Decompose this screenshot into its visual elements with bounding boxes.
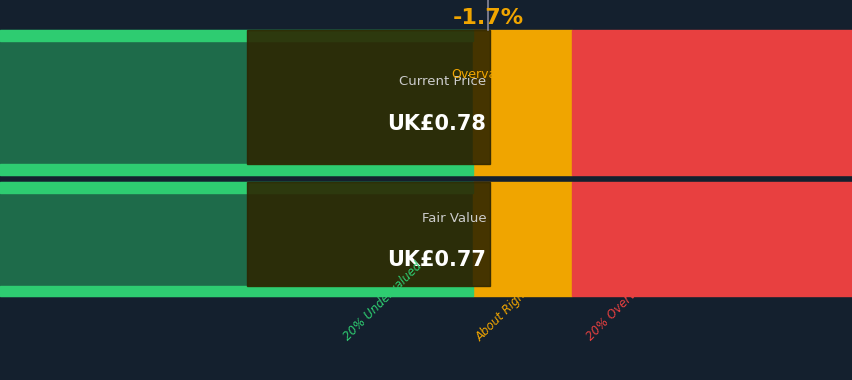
Bar — [571, 182, 852, 296]
Text: -1.7%: -1.7% — [452, 8, 523, 28]
Bar — [473, 30, 571, 175]
Bar — [473, 182, 571, 296]
Text: UK£0.78: UK£0.78 — [387, 114, 486, 133]
Text: Overvalued: Overvalued — [452, 68, 523, 81]
Bar — [571, 30, 852, 175]
Bar — [0, 182, 473, 193]
Bar — [0, 30, 473, 41]
Text: About Right: About Right — [473, 285, 531, 344]
Text: UK£0.77: UK£0.77 — [387, 250, 486, 270]
Bar — [0, 286, 473, 296]
Bar — [247, 30, 490, 164]
Bar — [0, 30, 473, 175]
Bar — [0, 164, 473, 175]
Text: Fair Value: Fair Value — [421, 212, 486, 225]
Bar — [247, 182, 490, 286]
Bar — [0, 182, 473, 296]
Text: Current Price: Current Price — [399, 75, 486, 88]
Text: 20% Undervalued: 20% Undervalued — [341, 260, 424, 344]
Text: 20% Overvalued: 20% Overvalued — [584, 265, 662, 344]
